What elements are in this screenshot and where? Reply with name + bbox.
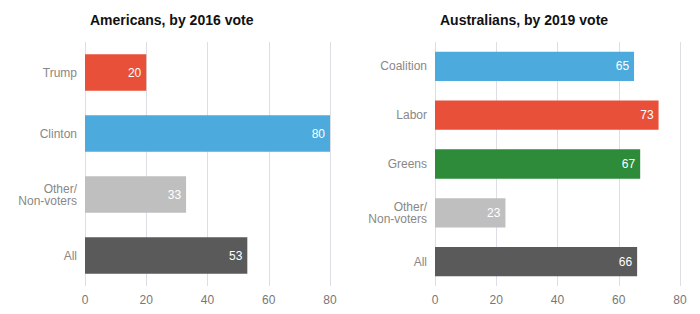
- svg-text:80: 80: [323, 293, 337, 307]
- svg-text:53: 53: [229, 249, 243, 263]
- svg-text:80: 80: [312, 127, 326, 141]
- svg-text:20: 20: [490, 293, 504, 307]
- svg-text:65: 65: [616, 59, 630, 73]
- svg-text:All: All: [64, 249, 77, 263]
- svg-text:33: 33: [168, 188, 182, 202]
- svg-text:60: 60: [262, 293, 276, 307]
- svg-text:Greens: Greens: [388, 157, 427, 171]
- svg-text:Other/: Other/: [43, 181, 77, 196]
- svg-text:66: 66: [619, 255, 633, 269]
- svg-text:0: 0: [432, 293, 439, 307]
- svg-text:Coalition: Coalition: [380, 59, 427, 73]
- svg-text:40: 40: [551, 293, 565, 307]
- svg-text:Americans, by 2016 vote: Americans, by 2016 vote: [90, 12, 254, 28]
- svg-text:Australians, by 2019 vote: Australians, by 2019 vote: [440, 12, 608, 28]
- svg-text:20: 20: [140, 293, 154, 307]
- svg-text:80: 80: [673, 293, 687, 307]
- svg-text:Non-voters: Non-voters: [18, 194, 77, 208]
- svg-text:Labor: Labor: [396, 108, 427, 122]
- svg-text:Non-voters: Non-voters: [368, 212, 427, 226]
- svg-text:67: 67: [622, 157, 636, 171]
- svg-text:Trump: Trump: [43, 66, 78, 80]
- svg-text:60: 60: [612, 293, 626, 307]
- svg-text:All: All: [414, 255, 427, 269]
- svg-text:20: 20: [128, 66, 142, 80]
- svg-text:0: 0: [82, 293, 89, 307]
- svg-text:73: 73: [640, 108, 654, 122]
- svg-text:40: 40: [201, 293, 215, 307]
- svg-text:Clinton: Clinton: [40, 127, 77, 141]
- svg-text:Other/: Other/: [393, 199, 427, 214]
- svg-text:23: 23: [487, 206, 501, 220]
